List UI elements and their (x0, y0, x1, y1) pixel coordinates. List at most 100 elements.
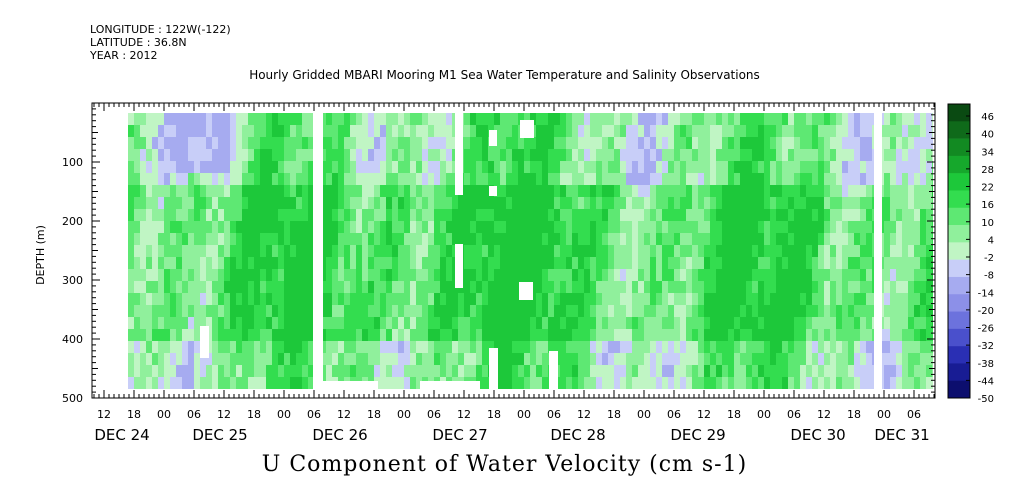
heat-cell (344, 233, 351, 246)
colorbar-swatch (948, 121, 970, 139)
heat-cell (242, 365, 249, 378)
heat-cell (524, 377, 531, 389)
heat-cell (494, 197, 501, 210)
heat-cell (296, 125, 303, 138)
heat-cell (926, 221, 933, 234)
heat-cell (692, 137, 699, 150)
heat-cell (278, 341, 285, 354)
heat-cell (182, 269, 189, 282)
heat-cell (788, 185, 795, 198)
heat-cell (500, 113, 507, 126)
heat-cell (242, 113, 249, 126)
heat-cell (506, 305, 513, 318)
heat-cell (212, 197, 219, 210)
heat-cell (278, 221, 285, 234)
heat-cell (182, 209, 189, 222)
heat-cell (170, 377, 177, 389)
heat-cell (578, 317, 585, 330)
heat-cell (776, 281, 783, 294)
heat-cell (518, 245, 525, 258)
heat-cell (728, 281, 735, 294)
heat-cell (212, 137, 219, 150)
heat-cell (290, 113, 297, 126)
heat-cell (482, 209, 489, 222)
heat-cell (758, 281, 765, 294)
heat-cell (542, 185, 549, 198)
heat-cell (506, 341, 513, 354)
heat-cell (206, 293, 213, 306)
heat-cell (176, 329, 183, 342)
heat-cell (686, 125, 693, 138)
heat-cell (860, 209, 867, 222)
heat-cell (434, 353, 441, 366)
heat-cell (530, 329, 537, 342)
heat-cell (662, 197, 669, 210)
heat-cell (128, 377, 135, 389)
heat-cell (488, 341, 495, 354)
heat-cell (884, 221, 891, 234)
heat-cell (830, 233, 837, 246)
heat-cell (692, 125, 699, 138)
heat-cell (722, 317, 729, 330)
heat-cell (302, 161, 309, 174)
heat-cell (902, 305, 909, 318)
heat-cell (614, 257, 621, 270)
heat-cell (914, 257, 921, 270)
x-hour-label: 12 (337, 408, 351, 421)
heat-cell (818, 317, 825, 330)
heat-cell (368, 317, 375, 330)
heat-cell (170, 137, 177, 150)
heat-cell (626, 161, 633, 174)
heat-cell (362, 353, 369, 366)
heat-cell (206, 209, 213, 222)
heat-cell (770, 113, 777, 126)
heat-cell (692, 317, 699, 330)
heat-cell (344, 293, 351, 306)
heat-cell (356, 365, 363, 378)
heat-cell (218, 257, 225, 270)
x-hour-label: 18 (847, 408, 861, 421)
heat-cell (488, 149, 495, 162)
heat-cell (662, 293, 669, 306)
heat-cell (302, 353, 309, 366)
heat-cell (338, 329, 345, 342)
heat-cell (884, 197, 891, 210)
heat-cell (326, 137, 333, 150)
heat-cell (278, 365, 285, 378)
heat-cell (704, 125, 711, 138)
heat-cell (488, 173, 495, 186)
heat-cell (758, 329, 765, 342)
heat-cell (326, 341, 333, 354)
heat-cell (794, 353, 801, 366)
x-hour-label: 18 (727, 408, 741, 421)
heat-cell (746, 281, 753, 294)
heat-cell (506, 377, 513, 389)
heat-cell (278, 161, 285, 174)
heat-cell (536, 221, 543, 234)
heat-cell (626, 377, 633, 389)
heat-cell (920, 305, 927, 318)
heat-cell (464, 329, 471, 342)
heat-cell (608, 305, 615, 318)
heat-cell (890, 269, 897, 282)
heat-cell (236, 245, 243, 258)
heat-cell (758, 353, 765, 366)
heat-cell (242, 173, 249, 186)
heat-cell (332, 353, 339, 366)
heat-cell (224, 221, 231, 234)
heat-cell (434, 257, 441, 270)
heat-cell (428, 329, 435, 342)
heat-cell (728, 149, 735, 162)
heat-cell (368, 257, 375, 270)
heat-cell (302, 209, 309, 222)
heat-cell (398, 317, 405, 330)
heat-cell (860, 377, 867, 389)
heat-cell (146, 125, 153, 138)
heat-cell (596, 305, 603, 318)
heat-cell (524, 221, 531, 234)
heat-cell (218, 197, 225, 210)
heat-cell (614, 269, 621, 282)
heat-cell (182, 125, 189, 138)
x-hour-label: 18 (487, 408, 501, 421)
heat-cell (812, 233, 819, 246)
